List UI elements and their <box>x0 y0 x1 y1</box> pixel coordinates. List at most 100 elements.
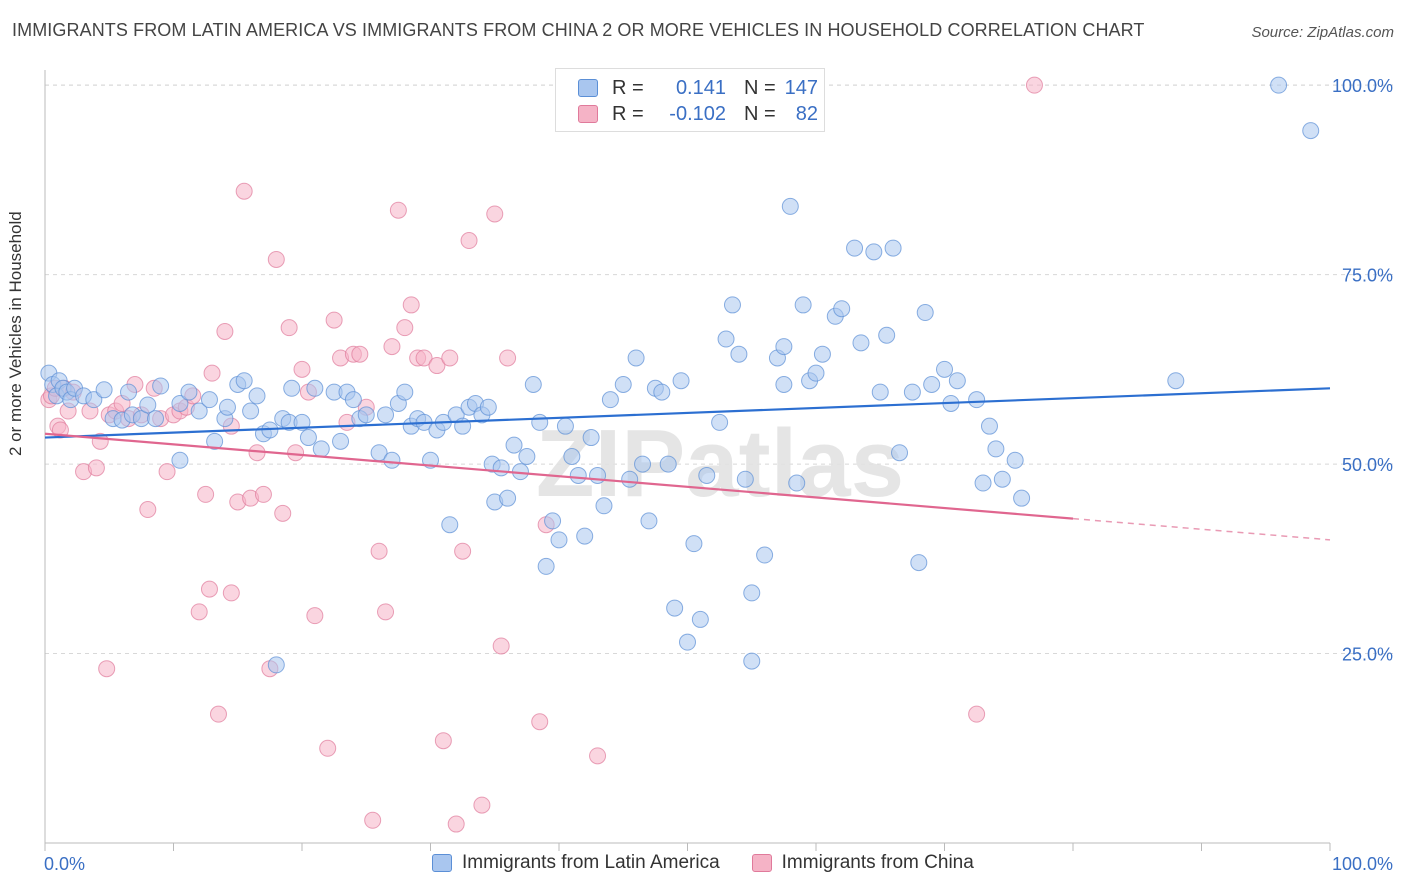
china-point <box>222 584 240 602</box>
legend-r-value: 0.141 <box>675 76 726 99</box>
series-legend: Immigrants from Latin America Immigrants… <box>432 852 974 874</box>
latin-america-point <box>505 436 523 454</box>
china-point <box>216 322 234 340</box>
china-point <box>325 311 343 329</box>
latin-america-point <box>524 376 542 394</box>
latin-america-point <box>871 383 889 401</box>
series-swatch-latin-america <box>432 854 452 872</box>
latin-america-point <box>441 516 459 534</box>
latin-america-point <box>640 512 658 530</box>
y-tick-label: 25.0% <box>1342 645 1393 665</box>
china-point <box>441 349 459 367</box>
china-point <box>486 205 504 223</box>
china-point <box>370 542 388 560</box>
latin-america-point <box>235 372 253 390</box>
china-point <box>203 364 221 382</box>
latin-america-point <box>518 448 536 465</box>
latin-america-point <box>180 383 198 401</box>
china-point <box>460 232 478 250</box>
latin-america-point <box>993 470 1011 488</box>
latin-america-point <box>948 372 966 390</box>
latin-america-point <box>283 379 301 397</box>
latin-america-point <box>891 444 909 462</box>
latin-america-point <box>627 349 645 367</box>
latin-america-point <box>344 391 362 409</box>
latin-america-point <box>544 512 562 530</box>
latin-america-point <box>1167 372 1185 390</box>
latin-america-point <box>147 410 165 428</box>
latin-america-point <box>923 376 941 394</box>
china-point <box>454 542 472 560</box>
latin-america-point <box>711 413 729 431</box>
x-tick-labels: 0.0% 100.0% <box>44 854 1393 874</box>
y-tick-labels: 25.0% 50.0% 75.0% 100.0% <box>1332 76 1393 664</box>
trend-lines <box>44 387 1331 541</box>
latin-america-point <box>980 417 998 435</box>
series-label-latin-america: Immigrants from Latin America <box>462 852 720 873</box>
latin-america-point <box>396 383 414 401</box>
latin-america-point <box>781 197 799 215</box>
latin-america-point <box>85 391 103 409</box>
latin-america-point <box>556 417 574 435</box>
latin-america-point <box>479 398 497 416</box>
latin-america-point <box>679 633 696 651</box>
latin-america-point <box>563 448 581 465</box>
latin-america-point <box>833 300 851 318</box>
latin-america-point <box>775 338 793 356</box>
latin-america-point <box>95 381 113 399</box>
latin-america-point <box>698 466 716 484</box>
china-point <box>254 485 272 503</box>
latin-america-point <box>685 535 703 553</box>
latin-america-point <box>807 364 825 382</box>
china-point <box>200 580 218 598</box>
latin-america-point <box>736 470 754 488</box>
latin-america-point <box>492 459 510 477</box>
china-point <box>396 319 414 337</box>
latin-america-point <box>248 387 266 405</box>
china-point <box>190 603 208 621</box>
china-point <box>139 501 157 519</box>
china-point <box>319 739 337 757</box>
latin-america-point <box>794 296 812 314</box>
latin-america-point <box>756 546 774 564</box>
latin-america-point <box>1006 451 1024 469</box>
y-axis-title: 2 or more Vehicles in Household <box>6 211 25 456</box>
y-tick-label: 50.0% <box>1342 455 1393 475</box>
latin-america-point <box>672 372 690 390</box>
china-point <box>383 338 401 356</box>
latin-america-point <box>903 383 921 401</box>
latin-america-point <box>743 652 761 670</box>
latin-america-point <box>139 396 157 414</box>
latin-america-point <box>813 345 831 363</box>
latin-america-point <box>383 451 401 469</box>
china-point <box>499 349 517 367</box>
source-label: Source: ZipAtlas.com <box>1251 24 1394 41</box>
china-point <box>235 182 253 200</box>
legend-n-label: N = <box>744 102 776 125</box>
china-point <box>351 345 369 363</box>
china-point <box>87 459 105 477</box>
latin-america-point <box>730 345 748 363</box>
latin-america-point <box>242 402 260 420</box>
china-point <box>293 360 311 378</box>
series-swatch-china <box>751 854 772 872</box>
china-point <box>267 250 285 268</box>
legend-r-value: -0.102 <box>669 102 726 125</box>
latin-america-point <box>550 531 568 549</box>
latin-america-point <box>884 239 902 257</box>
latin-america-point <box>120 383 138 401</box>
latin-america-points <box>40 76 1320 674</box>
latin-america-point <box>691 610 709 628</box>
grid-lines <box>45 84 1394 655</box>
latin-america-point <box>846 239 864 257</box>
legend-r-label: R = <box>612 102 644 125</box>
latin-america-point <box>582 429 600 447</box>
y-tick-label: 75.0% <box>1342 266 1393 286</box>
latin-america-point <box>306 379 324 397</box>
latin-america-point <box>200 391 218 409</box>
latin-america-point <box>171 394 189 412</box>
latin-america-point <box>910 554 928 572</box>
legend-row-china: R = -0.102 N = 82 <box>578 102 818 126</box>
latin-america-point <box>653 383 671 401</box>
